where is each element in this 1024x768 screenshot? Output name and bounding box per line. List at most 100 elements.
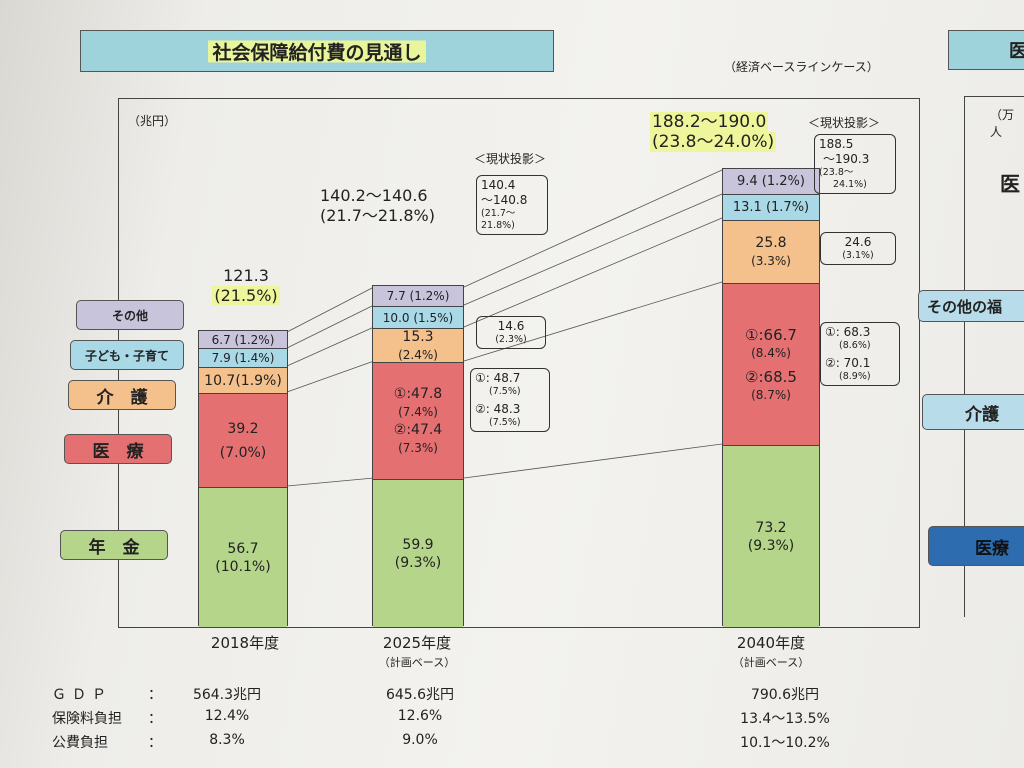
legend-medical: 医 療 bbox=[64, 434, 172, 464]
total-2025-value: 140.2～140.6 bbox=[320, 186, 428, 205]
proj-2025-medical-a: ①: 48.7 bbox=[475, 371, 521, 385]
bar-2025: 7.7 (1.2%) 10.0 (1.5%) 15.3 (2.4%) ①:47.… bbox=[372, 285, 464, 627]
footer-label-gdp: ＧＤＰ bbox=[52, 687, 112, 703]
connector-line bbox=[286, 477, 375, 487]
connector-line bbox=[286, 326, 375, 367]
bar-2025-care-value: 15.3 bbox=[402, 328, 434, 345]
proj-2040-medical: ①: 68.3 (8.6%) ②: 70.1 (8.9%) bbox=[820, 322, 900, 386]
bar-2040-medical-p2: (8.7%) bbox=[751, 387, 791, 402]
connector-line bbox=[463, 217, 723, 328]
footer-2025-gdp: 645.6兆円 bbox=[385, 687, 455, 703]
case-note: （経済ベースラインケース） bbox=[724, 60, 879, 74]
bar-2018-other-label: 6.7 (1.2%) bbox=[211, 332, 275, 347]
bar-2018-child: 7.9 (1.4%) bbox=[199, 348, 287, 367]
right-panel-title: 医 bbox=[948, 30, 1024, 70]
proj-2040-care: 24.6 (3.1%) bbox=[820, 232, 896, 265]
right-panel-care: 介護 bbox=[922, 394, 1024, 430]
connector-line bbox=[463, 281, 723, 362]
bar-2025-child-label: 10.0 (1.5%) bbox=[382, 310, 454, 325]
legend-medical-label: 医 療 bbox=[92, 441, 144, 462]
year-2025: 2025年度 bbox=[382, 634, 452, 652]
legend-other-label: その他 bbox=[111, 308, 148, 323]
footer-2040-public: 10.1～10.2% bbox=[740, 735, 830, 751]
bar-2025-medical-p1: (7.4%) bbox=[398, 405, 438, 419]
right-panel-other-welfare-label: その他の福 bbox=[927, 297, 1003, 316]
bar-2025-medical-p2: (7.3%) bbox=[398, 441, 438, 455]
footer-label-public: 公費負担 bbox=[52, 735, 108, 751]
bar-2025-medical-v2: ②:47.4 bbox=[393, 422, 443, 438]
legend-other: その他 bbox=[76, 300, 184, 330]
bar-2040-other-label: 9.4 (1.2%) bbox=[737, 173, 805, 189]
proj-2040-total-a: 188.5 bbox=[819, 137, 854, 151]
connector-line bbox=[463, 169, 723, 288]
proj-2025-care-b: (2.3%) bbox=[495, 334, 527, 345]
bar-2025-child: 10.0 (1.5%) bbox=[373, 306, 463, 328]
right-panel-other-welfare: その他の福 bbox=[918, 290, 1024, 322]
total-2025: 140.2～140.6 (21.7～21.8%) bbox=[320, 186, 460, 226]
proj-2025-total: 140.4 ～140.8 (21.7～ 21.8%) bbox=[476, 175, 548, 235]
footer-colon: ： bbox=[148, 711, 162, 727]
connector-line bbox=[286, 360, 375, 393]
bar-2040-child: 13.1 (1.7%) bbox=[723, 194, 819, 220]
connector-line bbox=[463, 443, 723, 479]
bar-2040-care-share: (3.3%) bbox=[751, 254, 791, 268]
unit-label: （兆円） bbox=[128, 114, 177, 128]
year-2025-sub: （計画ベース） bbox=[378, 656, 456, 669]
proj-2025-medical-b: (7.5%) bbox=[489, 386, 521, 397]
bar-2040: 9.4 (1.2%) 13.1 (1.7%) 25.8 (3.3%) ①:66.… bbox=[722, 168, 820, 627]
proj-2025-medical-c: ②: 48.3 bbox=[475, 402, 521, 416]
legend-pension: 年 金 bbox=[60, 530, 168, 560]
total-2018: 121.3 (21.5%) bbox=[196, 266, 296, 306]
footer-colon: ： bbox=[148, 735, 162, 751]
connector-line bbox=[286, 286, 375, 333]
footer-label-premium: 保険料負担 bbox=[52, 711, 122, 727]
footer-2040-premium: 13.4～13.5% bbox=[740, 711, 830, 727]
bar-2025-pension-value: 59.9 bbox=[402, 536, 434, 553]
right-panel-title-text: 医 bbox=[1009, 41, 1024, 62]
bar-2018-medical-value: 39.2 bbox=[227, 420, 259, 437]
total-2040-value: 188.2～190.0 bbox=[650, 112, 769, 132]
bar-2025-care-share: (2.4%) bbox=[398, 347, 438, 362]
chart-title-box: 社会保障給付費の見通し bbox=[80, 30, 554, 72]
bar-2018-pension-share: (10.1%) bbox=[215, 558, 271, 575]
bar-2040-child-label: 13.1 (1.7%) bbox=[732, 199, 810, 215]
bar-2040-pension-share: (9.3%) bbox=[747, 537, 795, 554]
total-2040: 188.2～190.0 (23.8～24.0%) bbox=[650, 112, 800, 152]
bar-2040-pension-value: 73.2 bbox=[755, 519, 787, 536]
bar-2040-medical: ①:66.7 (8.4%) ②:68.5 (8.7%) bbox=[723, 283, 819, 445]
total-2040-share: (23.8～24.0%) bbox=[650, 132, 777, 152]
bar-2018-other: 6.7 (1.2%) bbox=[199, 331, 287, 348]
right-panel-medical: 医療 bbox=[928, 526, 1024, 566]
bar-2040-care: 25.8 (3.3%) bbox=[723, 220, 819, 283]
year-2040-sub: （計画ベース） bbox=[732, 656, 810, 669]
proj-2040-total-c: (23.8～ bbox=[819, 167, 854, 178]
proj-2040-medical-a: ①: 68.3 bbox=[825, 325, 871, 339]
right-panel-frame bbox=[964, 96, 1024, 617]
proj-2040-total-b: ～190.3 bbox=[823, 152, 870, 166]
right-panel-medical-label: 医療 bbox=[975, 538, 1009, 559]
proj-2025-medical: ①: 48.7 (7.5%) ②: 48.3 (7.5%) bbox=[470, 368, 550, 432]
bar-2040-medical-p1: (8.4%) bbox=[751, 345, 791, 360]
bar-2025-other-label: 7.7 (1.2%) bbox=[386, 289, 450, 303]
bar-2040-medical-v1: ①:66.7 bbox=[745, 325, 797, 344]
bar-2018-medical-share: (7.0%) bbox=[219, 444, 267, 461]
total-2025-share: (21.7～21.8%) bbox=[320, 206, 435, 225]
footer-2018-public: 8.3% bbox=[209, 732, 245, 748]
legend-care-label: 介 護 bbox=[96, 387, 148, 408]
proj-2040-medical-b: (8.6%) bbox=[839, 340, 871, 351]
proj-2040-care-b: (3.1%) bbox=[842, 250, 874, 261]
right-panel-unit: （万人 bbox=[990, 108, 1015, 139]
proj-2040-total: 188.5 ～190.3 (23.8～ 24.1%) bbox=[814, 134, 896, 194]
legend-care: 介 護 bbox=[68, 380, 176, 410]
bar-2025-medical: ①:47.8 (7.4%) ②:47.4 (7.3%) bbox=[373, 362, 463, 479]
footer-2025-premium: 12.6% bbox=[397, 708, 443, 724]
total-2018-value: 121.3 bbox=[223, 266, 269, 285]
proj-2025-care: 14.6 (2.3%) bbox=[476, 316, 546, 349]
footer-2040-gdp: 790.6兆円 bbox=[750, 687, 820, 703]
bar-2018-medical: 39.2 (7.0%) bbox=[199, 393, 287, 487]
footer-2025-public: 9.0% bbox=[402, 732, 438, 748]
proj-2025-medical-d: (7.5%) bbox=[489, 417, 521, 428]
bar-2040-care-value: 25.8 bbox=[755, 235, 787, 251]
bar-2018-care-label: 10.7(1.9%) bbox=[204, 372, 282, 389]
